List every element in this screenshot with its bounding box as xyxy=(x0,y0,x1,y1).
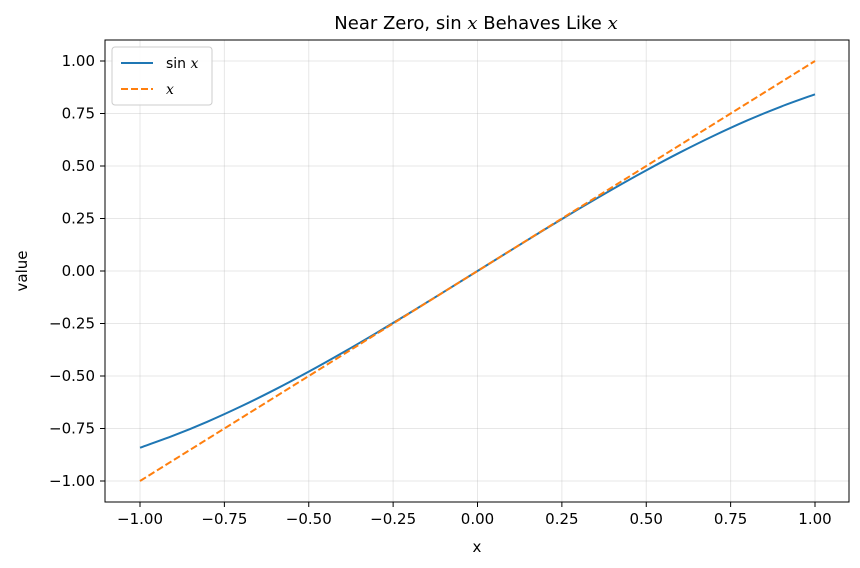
y-tick-label: −0.25 xyxy=(49,315,95,333)
series-layer xyxy=(139,60,816,482)
legend-box xyxy=(111,46,213,106)
x-tick-label: −0.50 xyxy=(286,510,332,528)
x-axis: −1.00 −0.75 −0.50 −0.25 0.00 0.25 0.50 0.75 1.00 xyxy=(117,502,832,528)
series-sin-x-line xyxy=(139,93,816,449)
y-tick-label: −0.50 xyxy=(49,367,95,385)
chart-title: Near Zero, sin x Behaves Like x xyxy=(334,13,617,34)
x-tick-label: 1.00 xyxy=(798,510,831,528)
x-tick-label: −0.75 xyxy=(201,510,247,528)
y-axis: −1.00 −0.75 −0.50 −0.25 0.00 0.25 0.50 0.75 1.00 xyxy=(49,52,105,490)
y-tick-label: 0.00 xyxy=(62,262,95,280)
x-tick-label: −0.25 xyxy=(370,510,416,528)
y-tick-label: −1.00 xyxy=(49,472,95,490)
legend-label-sin-x: sin x xyxy=(166,56,199,72)
x-tick-label: −1.00 xyxy=(117,510,163,528)
y-tick-label: −0.75 xyxy=(49,420,95,438)
series-x-line xyxy=(139,60,816,482)
y-axis-label: value xyxy=(13,251,31,292)
x-tick-label: 0.75 xyxy=(714,510,747,528)
y-tick-label: 0.50 xyxy=(62,157,95,175)
x-tick-label: 0.00 xyxy=(461,510,494,528)
legend-label-x: x xyxy=(166,82,174,98)
y-tick-label: 0.25 xyxy=(62,210,95,228)
y-tick-label: 1.00 xyxy=(62,52,95,70)
x-axis-label: x xyxy=(473,538,482,556)
x-tick-label: 0.50 xyxy=(630,510,663,528)
y-tick-label: 0.75 xyxy=(62,105,95,123)
legend: sin x x xyxy=(111,46,213,106)
x-tick-label: 0.25 xyxy=(545,510,578,528)
